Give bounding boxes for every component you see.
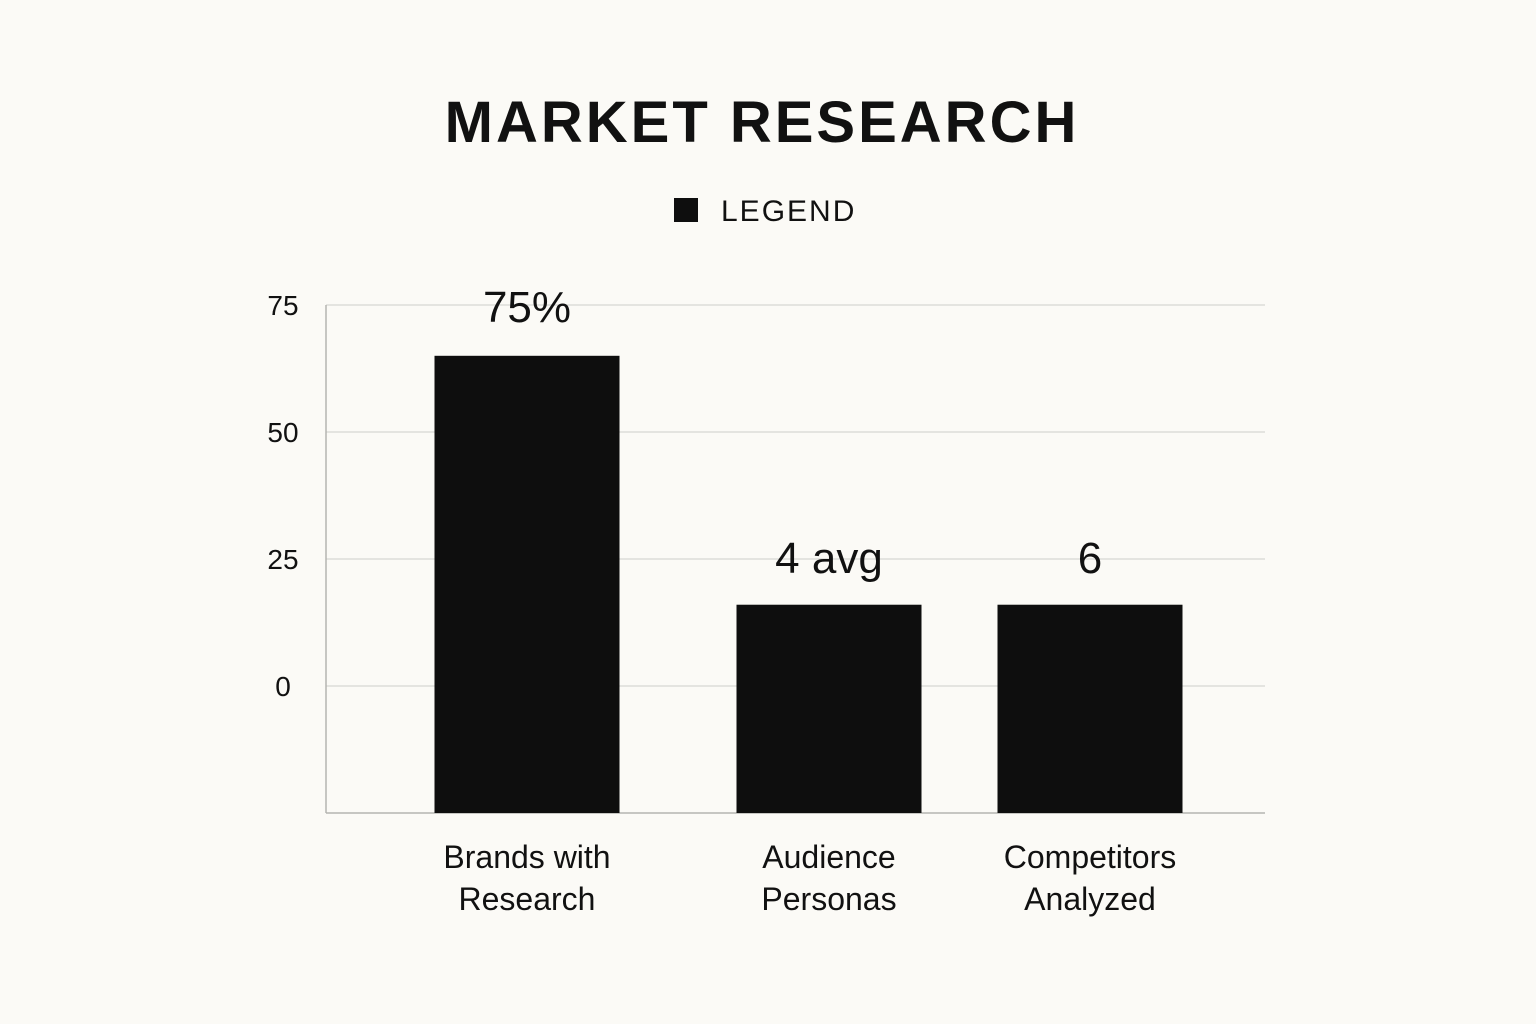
category-labels: Brands with Research Audience Personas Compe…	[443, 839, 1176, 917]
category-label: Research	[459, 881, 596, 917]
data-label: 6	[1078, 534, 1102, 583]
bar	[434, 355, 620, 813]
category-label: Audience	[762, 839, 895, 875]
category-label: Personas	[761, 881, 896, 917]
legend-label: LEGEND	[721, 195, 856, 228]
y-tick-label: 75	[267, 290, 298, 321]
data-label: 4 avg	[775, 534, 883, 583]
category-label: Brands with	[443, 839, 610, 875]
bars	[434, 355, 1183, 813]
legend: LEGEND	[674, 195, 856, 228]
y-tick-label: 0	[275, 671, 291, 702]
category-label: Analyzed	[1024, 881, 1156, 917]
bar	[997, 604, 1183, 813]
category-label: Competitors	[1004, 839, 1177, 875]
chart-title: MARKET RESEARCH	[445, 90, 1080, 155]
data-label: 75%	[483, 283, 571, 332]
y-tick-labels: 0 25 50 75	[267, 290, 298, 702]
y-tick-label: 25	[267, 544, 298, 575]
data-labels: 75% 4 avg 6	[483, 283, 1102, 583]
legend-swatch	[674, 198, 698, 222]
y-tick-label: 50	[267, 417, 298, 448]
bar	[736, 604, 922, 813]
